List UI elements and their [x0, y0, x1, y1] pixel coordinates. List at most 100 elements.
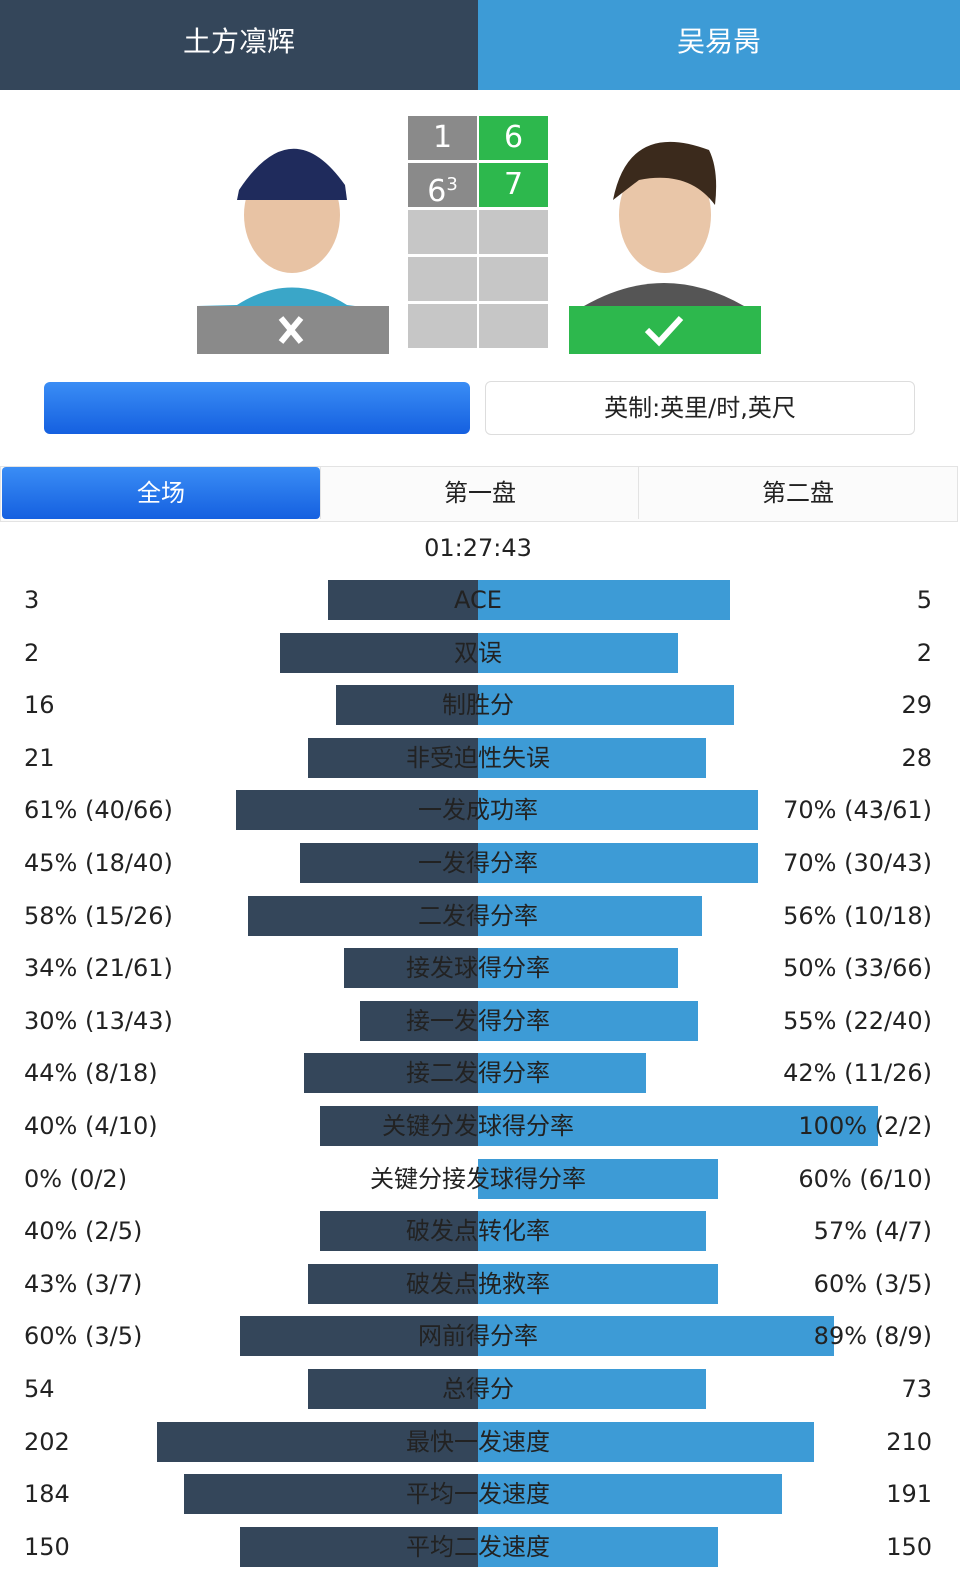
right-value: 55% (22/40) — [783, 1006, 932, 1035]
right-bar — [478, 1106, 878, 1146]
right-bar — [478, 737, 706, 778]
left-bar — [308, 737, 478, 778]
left-bar — [320, 1211, 478, 1252]
left-bar — [320, 1106, 478, 1146]
stat-label: 接二发得分率 — [406, 1059, 550, 1088]
left-bar — [300, 843, 478, 883]
score-cell: 6 — [479, 116, 548, 160]
score-cell: 7 — [479, 163, 548, 207]
stat-label: 网前得分率 — [418, 1322, 538, 1351]
stat-label: 制胜分 — [442, 691, 514, 720]
left-bar — [344, 948, 478, 989]
left-value: 58% (15/26) — [24, 901, 173, 930]
stat-label: 双误 — [454, 638, 502, 667]
right-bar — [478, 1000, 698, 1041]
tab[interactable]: 第一盘 — [320, 467, 639, 519]
stat-label: 关键分接发球得分率 — [370, 1164, 586, 1193]
units-button[interactable]: 英制:英里/时,英尺 — [485, 381, 915, 435]
set-score: 6 — [427, 174, 447, 209]
stat-label: 平均一发速度 — [406, 1480, 550, 1509]
stat-label: 二发得分率 — [418, 901, 538, 930]
left-value: 34% (21/61) — [24, 954, 173, 983]
stat-label: 关键分发球得分率 — [382, 1112, 574, 1140]
scoreboard: 1 6 63 7 — [408, 116, 549, 352]
left-value: 45% (18/40) — [24, 849, 173, 877]
right-value: 5 — [916, 586, 932, 614]
left-value: 21 — [24, 743, 55, 772]
score-cell — [479, 304, 548, 348]
left-value: 43% (3/7) — [24, 1269, 143, 1298]
left-value: 150 — [24, 1532, 70, 1561]
player-left-photo — [197, 120, 389, 356]
left-value: 2 — [24, 638, 40, 667]
score-cell: 63 — [408, 163, 477, 209]
right-bar — [478, 1158, 718, 1199]
right-value: 60% (6/10) — [798, 1164, 932, 1193]
left-value: 202 — [24, 1427, 70, 1456]
player-left-header[interactable]: 土方凛辉 — [0, 0, 478, 90]
left-value: 54 — [24, 1375, 55, 1403]
stat-label: 破发点转化率 — [406, 1217, 550, 1246]
set-score: 7 — [503, 167, 524, 202]
left-bar — [308, 1263, 478, 1304]
left-bar — [336, 685, 478, 726]
stat-label: 平均二发速度 — [406, 1532, 550, 1561]
left-bar — [328, 580, 478, 620]
tab[interactable]: 第二盘 — [638, 467, 957, 519]
score-cell — [408, 257, 477, 301]
left-bar — [248, 895, 478, 936]
left-value: 40% (4/10) — [24, 1112, 158, 1140]
left-bar — [304, 1053, 478, 1094]
right-bar — [478, 1211, 706, 1252]
right-value: 2 — [916, 638, 932, 667]
left-bar — [184, 1474, 478, 1515]
tab[interactable]: 全场 — [2, 467, 320, 519]
duration: 01:27:43 — [424, 534, 532, 562]
right-value: 60% (3/5) — [813, 1269, 932, 1298]
left-value: 60% (3/5) — [24, 1322, 143, 1351]
right-value: 56% (10/18) — [783, 901, 932, 930]
left-bar — [240, 1316, 478, 1357]
stat-label: 破发点挽救率 — [406, 1269, 550, 1298]
right-value: 191 — [886, 1480, 932, 1509]
stat-label: 一发成功率 — [418, 796, 538, 825]
right-bar — [478, 948, 678, 989]
right-bar — [478, 580, 730, 620]
score-cell — [479, 210, 548, 254]
set-score: 1 — [432, 120, 453, 155]
right-value: 70% (43/61) — [783, 796, 932, 825]
right-bar — [478, 1263, 718, 1304]
score-cell: 1 — [408, 116, 477, 160]
right-bar — [478, 843, 758, 883]
left-bar — [236, 790, 478, 831]
right-bar — [478, 685, 734, 726]
player-right-header[interactable]: 吴易昺 — [478, 0, 960, 90]
right-value: 210 — [886, 1427, 932, 1456]
stat-label: 一发得分率 — [418, 849, 538, 877]
right-value: 73 — [901, 1375, 932, 1403]
score-cell — [479, 257, 548, 301]
right-value: 89% (8/9) — [813, 1322, 932, 1351]
right-bar — [478, 632, 678, 673]
left-bar — [157, 1421, 478, 1462]
right-bar — [478, 1526, 718, 1567]
right-bar — [478, 1421, 814, 1462]
player-right-photo — [569, 120, 761, 356]
left-value: 16 — [24, 691, 55, 720]
right-bar — [478, 790, 758, 831]
right-value: 150 — [886, 1532, 932, 1561]
right-value: 70% (30/43) — [783, 849, 932, 877]
tiebreak-score: 3 — [446, 174, 458, 195]
left-value: 40% (2/5) — [24, 1217, 143, 1246]
left-bar — [240, 1526, 478, 1567]
right-value: 42% (11/26) — [783, 1059, 932, 1088]
blurred-button[interactable] — [44, 382, 470, 434]
score-cell — [408, 210, 477, 254]
left-value: 61% (40/66) — [24, 796, 173, 825]
stat-label: 总得分 — [442, 1375, 514, 1403]
score-cell — [408, 304, 477, 348]
left-bar — [360, 1000, 478, 1041]
right-bar — [478, 1474, 782, 1515]
right-value: 57% (4/7) — [813, 1217, 932, 1246]
right-value: 28 — [901, 743, 932, 772]
